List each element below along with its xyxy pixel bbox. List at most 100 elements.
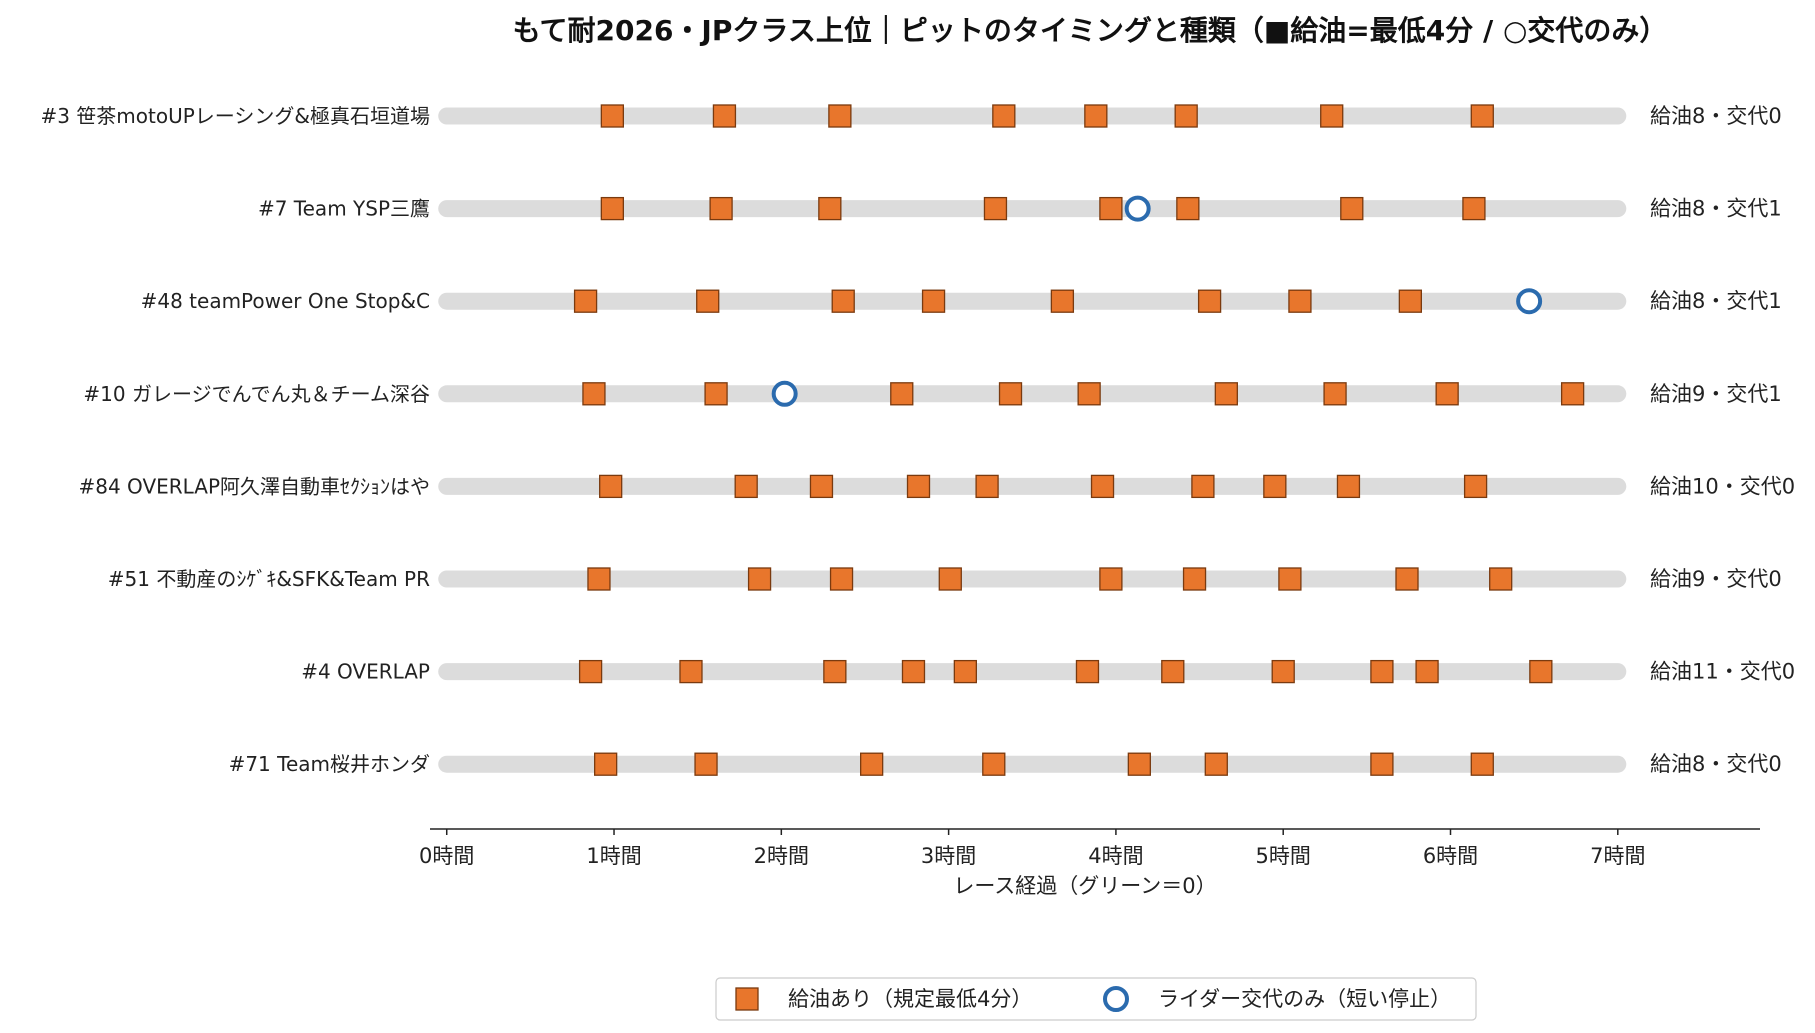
refuel-pit-marker (1263, 474, 1287, 499)
pit-summary-label: 給油10・交代0 (1650, 474, 1795, 498)
refuel-pit-marker (1204, 752, 1228, 776)
refuel-pit-marker (573, 289, 598, 313)
refuel-pit-marker (1560, 382, 1585, 406)
legend-change-label: ライダー交代のみ（短い停止） (1158, 987, 1451, 1011)
team-row: #71 Team桜井ホンダ 給油8・交代0 (229, 752, 1782, 776)
rider-change-marker (1124, 195, 1151, 222)
x-tick-label: 7時間 (1590, 844, 1645, 868)
refuel-pit-marker (1320, 104, 1344, 128)
pit-summary-label: 給油9・交代1 (1650, 382, 1782, 406)
refuel-pit-marker (709, 196, 733, 221)
refuel-pit-marker (998, 382, 1023, 406)
chart-title: もて耐2026・JPクラス上位｜ピットのタイミングと種類（■給油=最低4分 / … (513, 14, 1668, 47)
refuel-pit-marker (696, 289, 720, 313)
team-row: #3 笹茶motoUPレーシング&極真石垣道場 給油8・交代0 (40, 104, 1781, 128)
legend-change-swatch (1103, 986, 1129, 1012)
team-row: #48 teamPower One Stop&C 給油8・交代1 (141, 288, 1782, 315)
refuel-pit-marker (1435, 382, 1459, 406)
refuel-pit-marker (734, 474, 758, 499)
refuel-pit-marker (1336, 474, 1361, 499)
team-label: #4 OVERLAP (301, 660, 430, 684)
x-tick-label: 3時間 (921, 844, 976, 868)
x-tick-label: 6時間 (1423, 844, 1478, 868)
team-label: #51 不動産のｼｹﾞｷ&SFK&Team PR (108, 567, 430, 591)
refuel-pit-marker (599, 474, 623, 499)
refuel-pit-marker (1214, 382, 1238, 406)
rider-change-marker (771, 380, 798, 407)
refuel-pit-marker (1084, 104, 1108, 128)
pit-summary-label: 給油11・交代0 (1650, 660, 1795, 684)
refuel-pit-marker (694, 752, 718, 776)
refuel-pit-marker (1288, 289, 1312, 313)
pit-summary-label: 給油9・交代0 (1650, 567, 1782, 591)
refuel-pit-marker (992, 104, 1016, 128)
refuel-pit-marker (890, 382, 914, 406)
x-axis: 0時間 1時間 2時間 3時間 4時間 5時間 6時間 7時間 (419, 828, 1760, 868)
team-label: #10 ガレージでんでん丸＆チーム深谷 (83, 382, 430, 406)
pit-summary-label: 給油8・交代1 (1650, 197, 1782, 221)
refuel-pit-marker (828, 104, 852, 128)
refuel-pit-marker (1370, 752, 1394, 776)
refuel-pit-marker (831, 289, 855, 313)
refuel-pit-marker (938, 567, 962, 591)
pit-summary-label: 給油8・交代0 (1650, 104, 1782, 128)
refuel-pit-marker (1182, 567, 1207, 591)
team-rows: #3 笹茶motoUPレーシング&極真石垣道場 給油8・交代0#7 Team YS… (40, 104, 1795, 776)
team-label: #84 OVERLAP阿久澤自動車ｾｸｼｮﾝはや (78, 474, 430, 498)
x-tick-label: 4時間 (1088, 844, 1143, 868)
refuel-pit-marker (578, 659, 603, 684)
refuel-pit-marker (1470, 752, 1494, 776)
team-row: #51 不動産のｼｹﾞｷ&SFK&Team PR 給油9・交代0 (108, 567, 1782, 591)
refuel-pit-marker (1529, 659, 1553, 684)
refuel-pit-marker (1323, 382, 1347, 406)
refuel-pit-marker (600, 196, 625, 221)
legend-refuel-swatch (735, 987, 759, 1011)
legend-box (715, 977, 1477, 1021)
refuel-pit-marker (823, 659, 847, 684)
refuel-pit-marker (712, 104, 737, 128)
refuel-pit-marker (747, 567, 772, 591)
refuel-pit-marker (1271, 659, 1295, 684)
refuel-pit-marker (1415, 659, 1439, 684)
team-label: #7 Team YSP三鷹 (258, 197, 430, 221)
refuel-pit-marker (1395, 567, 1419, 591)
legend-refuel-label: 給油あり（規定最低4分） (788, 987, 1032, 1011)
team-label: #3 笹茶motoUPレーシング&極真石垣道場 (40, 104, 430, 128)
refuel-pit-marker (860, 752, 884, 776)
refuel-pit-marker (1075, 659, 1100, 684)
x-tick-label: 5時間 (1256, 844, 1311, 868)
rider-change-marker (1516, 288, 1543, 315)
refuel-pit-marker (679, 659, 703, 684)
refuel-pit-marker (1398, 289, 1423, 313)
refuel-pit-marker (1462, 196, 1486, 221)
refuel-pit-marker (975, 474, 999, 499)
refuel-pit-marker (1370, 659, 1394, 684)
refuel-pit-marker (809, 474, 834, 499)
x-tick-label: 0時間 (419, 844, 474, 868)
refuel-pit-marker (1099, 196, 1123, 221)
refuel-pit-marker (1176, 196, 1200, 221)
refuel-pit-marker (1191, 474, 1215, 499)
pit-summary-label: 給油8・交代0 (1650, 752, 1782, 776)
refuel-pit-marker (982, 752, 1006, 776)
refuel-pit-marker (1463, 474, 1488, 499)
refuel-pit-marker (906, 474, 931, 499)
team-row: #7 Team YSP三鷹 給油8・交代1 (258, 195, 1782, 222)
x-axis-label: レース経過（グリーン＝0） (953, 874, 1216, 898)
refuel-pit-marker (1197, 289, 1222, 313)
refuel-pit-marker (600, 104, 625, 128)
x-tick-label: 2時間 (754, 844, 809, 868)
x-tick-label: 1時間 (586, 844, 641, 868)
refuel-pit-marker (953, 659, 977, 684)
refuel-pit-marker (1127, 752, 1151, 776)
refuel-pit-marker (829, 567, 854, 591)
team-row: #84 OVERLAP阿久澤自動車ｾｸｼｮﾝはや 給油10・交代0 (78, 474, 1795, 498)
refuel-pit-marker (1340, 196, 1364, 221)
refuel-pit-marker (1470, 104, 1494, 128)
team-row: #4 OVERLAP 給油11・交代0 (301, 660, 1795, 684)
refuel-pit-marker (1278, 567, 1302, 591)
refuel-pit-marker (1099, 567, 1123, 591)
refuel-pit-marker (594, 752, 618, 776)
refuel-pit-marker (1090, 474, 1115, 499)
